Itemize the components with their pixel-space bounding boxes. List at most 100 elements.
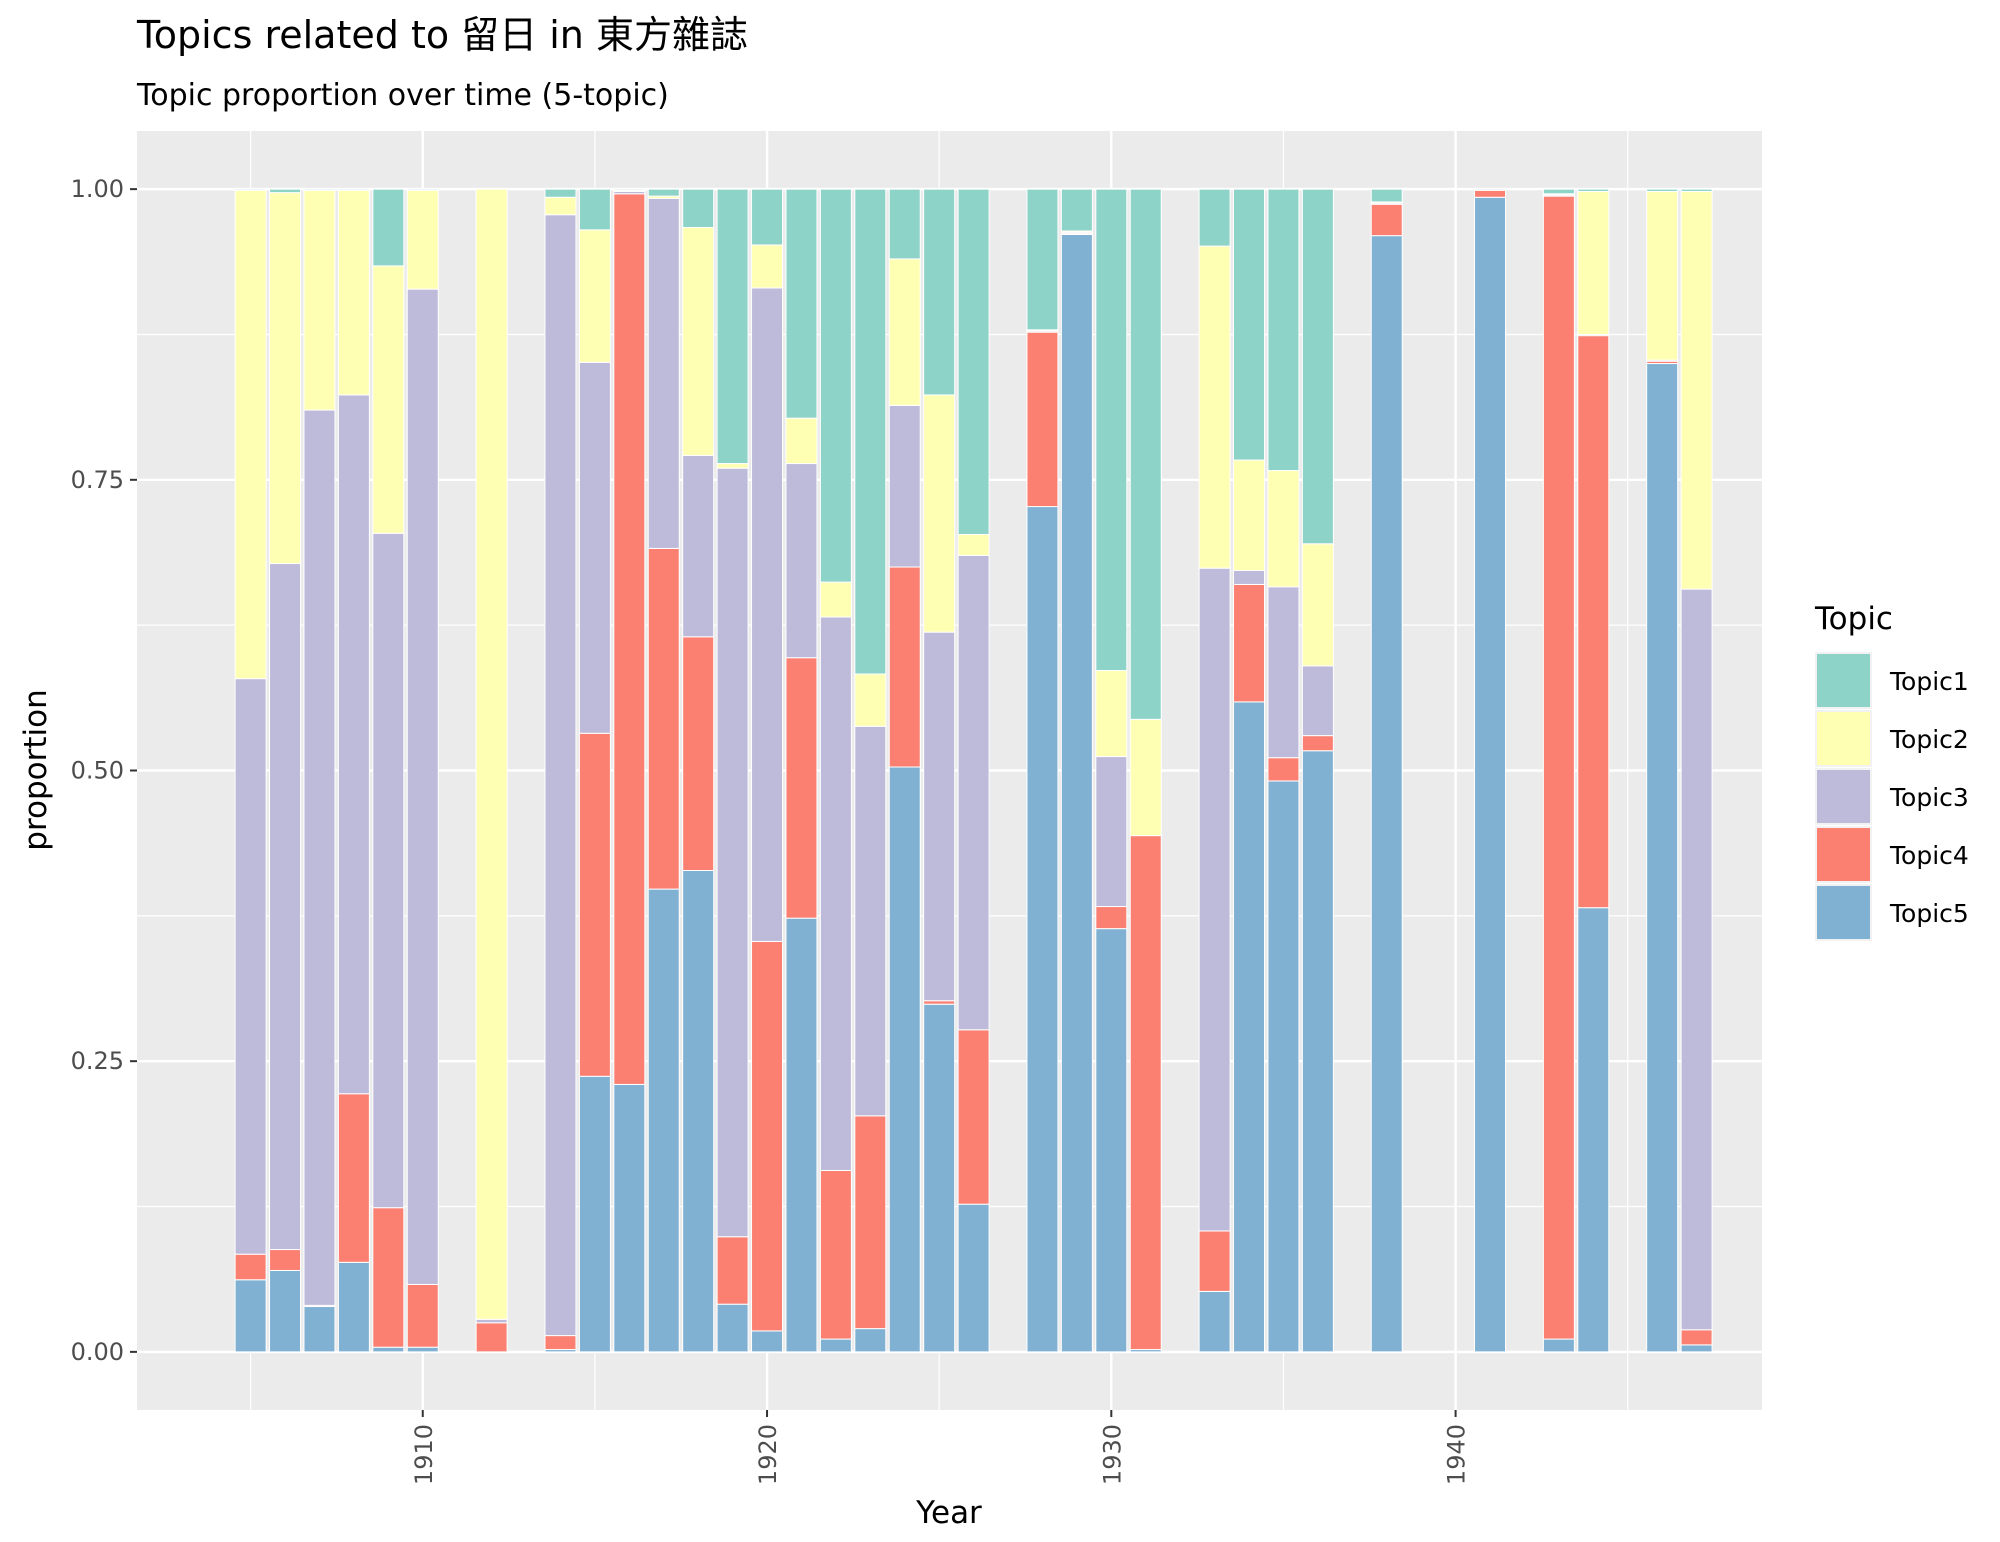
bar-segment-1933-topic5	[1198, 1290, 1231, 1353]
bar-segment-1916-topic4	[613, 193, 646, 1085]
bar-segment-1917-topic4	[647, 547, 680, 890]
legend-swatch-topic2	[1817, 712, 1870, 765]
x-tick-label: 1920	[754, 1424, 782, 1485]
bar-segment-1924-topic1	[888, 188, 921, 260]
bar-segment-1912-topic3	[475, 1318, 508, 1324]
bar-segment-1910-topic1	[406, 188, 439, 191]
bar-segment-1935-topic1	[1267, 188, 1300, 472]
y-tick-label: 1.00	[71, 175, 124, 203]
bar-segment-1921-topic2	[785, 417, 818, 465]
bar-segment-1915-topic4	[578, 732, 611, 1077]
bar-segment-1909-topic2	[372, 265, 405, 534]
bar-segment-1941-topic3	[1474, 188, 1507, 191]
bar-segment-1925-topic2	[923, 394, 956, 633]
bar-segment-1915-topic3	[578, 361, 611, 734]
y-tick-label: 0.00	[71, 1338, 124, 1366]
bar-segment-1910-topic2	[406, 189, 439, 290]
bar-segment-1906-topic3	[269, 563, 302, 1251]
bars	[234, 188, 1713, 1353]
bar-segment-1908-topic1	[337, 188, 370, 191]
x-tick-label: 1910	[410, 1424, 438, 1485]
bar-segment-1947-topic1	[1680, 188, 1713, 192]
bar-segment-1944-topic5	[1577, 907, 1610, 1353]
bar-segment-1928-topic1	[1026, 188, 1059, 331]
bar-segment-1947-topic3	[1680, 588, 1713, 1331]
bar-segment-1908-topic4	[337, 1093, 370, 1263]
y-axis-title: proportion	[18, 689, 54, 850]
bar-segment-1907-topic1	[303, 188, 336, 191]
bar-segment-1909-topic3	[372, 532, 405, 1209]
bar-segment-1923-topic5	[854, 1328, 887, 1353]
bar-segment-1933-topic2	[1198, 245, 1231, 569]
bar-segment-1917-topic5	[647, 888, 680, 1353]
bar-segment-1941-topic4	[1474, 189, 1507, 198]
bar-segment-1907-topic5	[303, 1306, 336, 1353]
bar-segment-1943-topic1	[1542, 188, 1575, 195]
legend-label-topic4: Topic4	[1889, 841, 1969, 870]
legend-title: Topic	[1814, 601, 1893, 637]
legend-label-topic3: Topic3	[1889, 783, 1969, 812]
bar-segment-1922-topic5	[819, 1338, 852, 1353]
bar-segment-1934-topic3	[1233, 570, 1266, 585]
x-axis-title: Year	[915, 1495, 982, 1531]
bar-segment-1933-topic3	[1198, 567, 1231, 1232]
bar-segment-1917-topic3	[647, 197, 680, 549]
y-tick-label: 0.75	[71, 466, 124, 494]
bar-segment-1938-topic4	[1370, 203, 1403, 237]
bar-segment-1923-topic2	[854, 673, 887, 727]
bar-segment-1938-topic1	[1370, 188, 1403, 203]
bar-segment-1920-topic4	[751, 940, 784, 1332]
bar-segment-1914-topic1	[544, 188, 577, 198]
bar-segment-1920-topic5	[751, 1330, 784, 1353]
bar-segment-1946-topic1	[1646, 188, 1679, 192]
legend-swatch-topic4	[1817, 828, 1870, 881]
bar-segment-1925-topic1	[923, 188, 956, 396]
bar-segment-1929-topic1	[1060, 188, 1093, 232]
bar-segment-1914-topic4	[544, 1335, 577, 1351]
bar-segment-1924-topic4	[888, 566, 921, 768]
bar-segment-1924-topic2	[888, 258, 921, 406]
bar-segment-1905-topic2	[234, 189, 267, 680]
bar-segment-1941-topic5	[1474, 196, 1507, 1353]
bar-segment-1938-topic5	[1370, 235, 1403, 1353]
bar-segment-1914-topic3	[544, 214, 577, 1337]
bar-segment-1924-topic5	[888, 766, 921, 1353]
bar-segment-1919-topic1	[716, 188, 749, 465]
bar-segment-1926-topic4	[957, 1029, 990, 1205]
bar-segment-1923-topic1	[854, 188, 887, 675]
bar-segment-1921-topic1	[785, 188, 818, 419]
bar-segment-1918-topic5	[682, 869, 715, 1353]
bar-segment-1922-topic3	[819, 616, 852, 1171]
bar-segment-1936-topic4	[1301, 735, 1334, 752]
bar-segment-1925-topic5	[923, 1003, 956, 1353]
bar-segment-1909-topic4	[372, 1207, 405, 1348]
y-tick-label: 0.25	[71, 1047, 124, 1075]
legend-label-topic5: Topic5	[1889, 899, 1969, 928]
bar-segment-1921-topic3	[785, 463, 818, 659]
legend: Topic Topic1 Topic2 Topic3 Topic4 Topic5	[1814, 601, 1969, 941]
bar-segment-1925-topic4	[923, 1000, 956, 1005]
bar-segment-1905-topic5	[234, 1279, 267, 1353]
legend-label-topic2: Topic2	[1889, 725, 1969, 754]
bar-segment-1907-topic2	[303, 189, 336, 411]
bar-segment-1935-topic2	[1267, 470, 1300, 588]
bar-segment-1923-topic4	[854, 1115, 887, 1330]
bar-segment-1935-topic5	[1267, 780, 1300, 1353]
y-tick-label: 0.50	[71, 757, 124, 785]
bar-segment-1935-topic3	[1267, 586, 1300, 759]
bar-segment-1908-topic5	[337, 1261, 370, 1353]
bar-segment-1921-topic5	[785, 917, 818, 1353]
bar-segment-1908-topic2	[337, 189, 370, 396]
bar-segment-1923-topic3	[854, 725, 887, 1117]
bar-segment-1926-topic2	[957, 533, 990, 556]
bar-segment-1928-topic4	[1026, 331, 1059, 508]
bar-segment-1919-topic3	[716, 467, 749, 1238]
x-tick-label: 1940	[1443, 1424, 1471, 1485]
bar-segment-1905-topic3	[234, 678, 267, 1255]
bar-segment-1934-topic4	[1233, 583, 1266, 703]
bar-segment-1930-topic1	[1095, 188, 1128, 672]
bar-segment-1947-topic2	[1680, 190, 1713, 590]
bar-segment-1925-topic3	[923, 631, 956, 1002]
bar-segment-1924-topic3	[888, 404, 921, 568]
bar-segment-1922-topic4	[819, 1169, 852, 1340]
